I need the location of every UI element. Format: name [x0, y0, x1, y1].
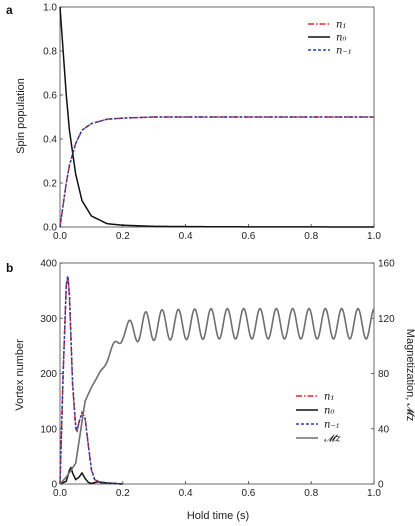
series-group-a	[59, 6, 374, 228]
y-tick-label: 0.6	[43, 91, 57, 102]
y2-tick-label: 40	[378, 424, 390, 435]
y-tick-label: 0	[51, 480, 57, 491]
x-tick-label: 0.6	[241, 231, 255, 242]
x-tick-label: 0.6	[241, 488, 255, 499]
y-tick-label: 1.0	[43, 3, 57, 14]
x-tick-label: 0.8	[304, 488, 318, 499]
series-line-3	[59, 116, 374, 228]
y2-tick-label: 120	[378, 314, 395, 325]
y2-tick-label: 0	[378, 480, 384, 491]
y-tick-label: 0.2	[43, 179, 57, 190]
y2-tick-label: 80	[378, 369, 390, 380]
x-tick-label: 0.0	[53, 231, 67, 242]
legend-a: n₁ n₀ n₋₁	[308, 20, 352, 57]
series-line-3	[59, 272, 123, 485]
series-line-1	[59, 116, 374, 228]
y-tick-label: 400	[40, 259, 57, 270]
legend-b: n₁ n₀ n₋₁ 𝓜z	[296, 392, 341, 445]
panel-label-b: b	[6, 261, 13, 275]
y2-tick-label: 160	[378, 259, 395, 270]
legend-label: n₋₁	[324, 420, 340, 431]
y-tick-label: 0.8	[43, 47, 57, 58]
y-tick-label: 0.0	[43, 223, 57, 234]
ticks-b: 0.0 0.2 0.4 0.6 0.8 1.00100200300400040801201…	[40, 259, 395, 500]
y-axis-label-a: Spin population	[15, 78, 27, 154]
y-axis-label-b: Vortex number	[14, 339, 26, 411]
series-line-2	[59, 6, 374, 228]
panel-a: a Spin population 0.0 0.2 0.4 0.6 0.8 1.00.00…	[6, 3, 381, 243]
series-group-b	[59, 272, 375, 485]
x-tick-label: 0.8	[304, 231, 318, 242]
x-tick-label: 0.0	[53, 488, 67, 499]
legend-label: n₁	[324, 392, 334, 403]
legend-label: n₀	[336, 33, 346, 44]
y-tick-label: 0.4	[43, 135, 57, 146]
panel-label-a: a	[6, 3, 13, 17]
x-tick-label: 1.0	[367, 231, 381, 242]
plot-frame-b	[59, 262, 375, 485]
x-axis-label-b: Hold time (s)	[187, 510, 249, 522]
x-tick-label: 0.4	[179, 488, 193, 499]
y2-axis-label-b: Magnetization, 𝓜z	[404, 329, 415, 421]
x-tick-label: 1.0	[367, 488, 381, 499]
panel-b: b Vortex number Magnetization, 𝓜z Hold t…	[6, 259, 415, 523]
x-tick-label: 0.2	[116, 231, 130, 242]
y-tick-label: 300	[40, 314, 57, 325]
y-tick-label: 100	[40, 424, 57, 435]
legend-label: 𝓜z	[324, 434, 341, 445]
series-line-4	[59, 307, 375, 485]
x-tick-label: 0.4	[179, 231, 193, 242]
x-tick-label: 0.2	[116, 488, 130, 499]
legend-label: n₀	[324, 406, 334, 417]
y-tick-label: 200	[40, 369, 57, 380]
legend-label: n₋₁	[336, 46, 352, 57]
legend-label: n₁	[336, 20, 346, 31]
ticks-a: 0.0 0.2 0.4 0.6 0.8 1.0 0.0 0.2 0.4 0.6 0.8 1.0	[43, 3, 381, 243]
